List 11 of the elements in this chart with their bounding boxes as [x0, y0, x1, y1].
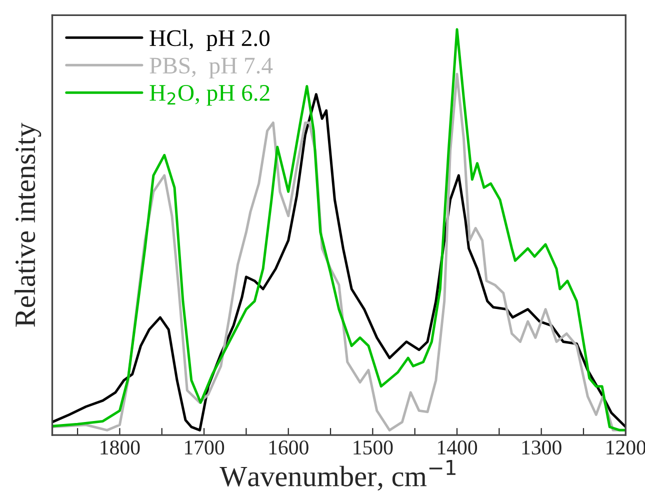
- legend-label: H$_{2}$O, pH 6.2: [150, 85, 270, 106]
- legend-label: PBS, pH 7.4: [150, 58, 273, 78]
- x-tick-label: 1700: [185, 440, 224, 455]
- x-tick-label: 1500: [354, 440, 393, 455]
- x-axis-title: Wavenumber, cm$^{−1}$: [220, 460, 456, 491]
- y-axis-title: Relative intensity: [14, 122, 42, 327]
- x-tick-label: 1600: [269, 440, 308, 455]
- x-tick-label: 1400: [438, 440, 478, 455]
- x-tick-label: 1300: [522, 440, 562, 455]
- legend-label: HCl, pH 2.0: [150, 30, 270, 51]
- x-tick-label: 1800: [100, 440, 140, 455]
